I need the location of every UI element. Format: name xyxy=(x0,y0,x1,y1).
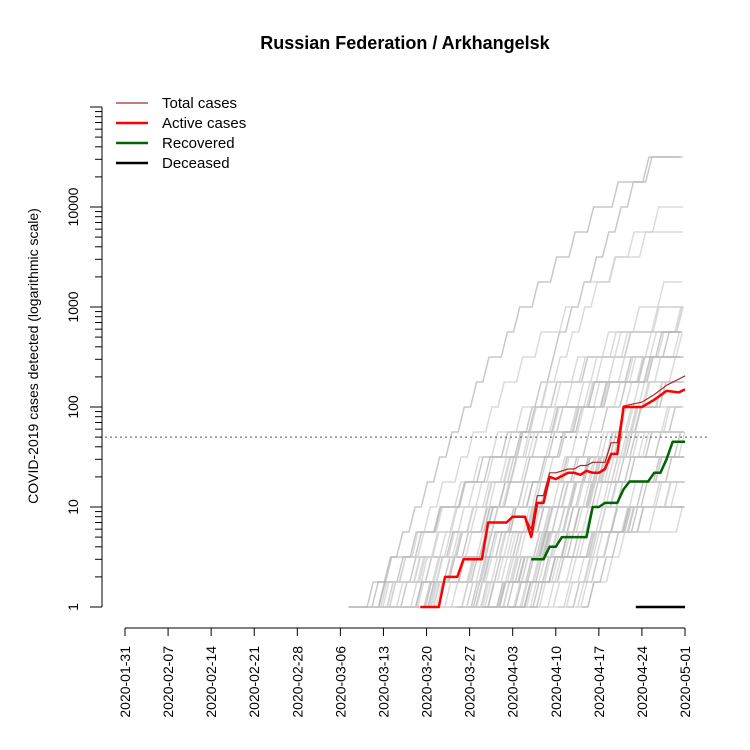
x-tick-label: 2020-02-28 xyxy=(289,646,305,718)
background-curve xyxy=(462,481,684,608)
series-group xyxy=(420,375,686,609)
background-curve xyxy=(514,381,681,608)
y-tick-label: 1000 xyxy=(65,291,81,322)
x-tick-label: 2020-03-06 xyxy=(332,646,348,718)
y-tick-label: 10 xyxy=(65,499,81,515)
x-tick-label: 2020-04-10 xyxy=(548,646,564,718)
legend-label: Deceased xyxy=(162,155,230,172)
x-tick-label: 2020-03-13 xyxy=(375,646,391,718)
background-curve xyxy=(365,156,680,608)
legend-label: Total cases xyxy=(162,95,237,112)
series-line-recovered xyxy=(531,440,685,561)
legend-label: Active cases xyxy=(162,115,246,132)
x-tick-label: 2020-05-01 xyxy=(677,646,693,718)
x-tick-label: 2020-02-14 xyxy=(203,646,219,718)
background-curve xyxy=(348,356,681,608)
background-curve xyxy=(464,431,680,608)
y-axis: 1 10 100 1000 10000 xyxy=(65,106,103,611)
x-tick-label: 2020-02-07 xyxy=(160,646,176,718)
y-tick-label: 100 xyxy=(65,395,81,419)
x-tick-label: 2020-02-21 xyxy=(246,646,262,718)
y-axis-label: COVID-2019 cases detected (logarithmic s… xyxy=(25,208,41,504)
x-axis: 2020-01-31 2020-02-07 2020-02-14 2020-02-21… xyxy=(117,627,693,718)
background-region-lines xyxy=(348,156,686,608)
chart-title: Russian Federation / Arkhangelsk xyxy=(260,33,550,53)
y-tick-label: 10000 xyxy=(65,187,81,226)
y-tick-label: 1 xyxy=(65,603,81,611)
x-tick-label: 2020-04-24 xyxy=(634,646,650,718)
background-curve xyxy=(375,231,683,608)
series-line-active-cases xyxy=(420,388,686,609)
background-curve xyxy=(368,306,683,608)
x-tick-label: 2020-04-03 xyxy=(505,646,521,718)
x-tick-label: 2020-03-20 xyxy=(419,646,435,718)
x-tick-label: 2020-04-17 xyxy=(591,646,607,718)
x-tick-label: 2020-03-27 xyxy=(462,646,478,718)
background-curve xyxy=(445,506,680,608)
x-tick-label: 2020-01-31 xyxy=(117,646,133,718)
legend-label: Recovered xyxy=(162,135,235,152)
legend: Total cases Active cases Recovered Deceased xyxy=(116,95,246,172)
